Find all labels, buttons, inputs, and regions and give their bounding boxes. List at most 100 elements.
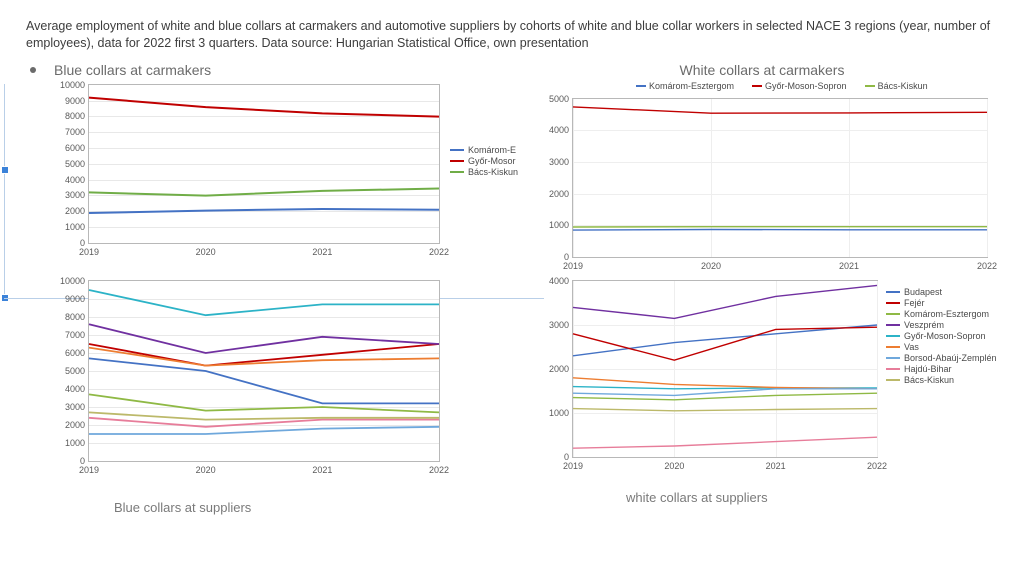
chart-white-carmakers: 0100020003000400050002019202020212022 Kom… — [546, 80, 1006, 270]
legend-item: Borsod-Abaúj-Zemplén — [886, 353, 997, 363]
series-line — [89, 347, 439, 365]
legend-label: Budapest — [904, 287, 942, 297]
legend-swatch — [636, 85, 646, 87]
y-tick-label: 10000 — [60, 276, 85, 286]
y-tick-label: 3000 — [65, 402, 85, 412]
y-tick-label: 2000 — [549, 364, 569, 374]
legend-label: Fejér — [904, 298, 925, 308]
legend-swatch — [450, 171, 464, 173]
series-line — [573, 437, 877, 448]
plot-area: 0100020003000400050006000700080009000100… — [88, 280, 440, 462]
series-line — [573, 107, 987, 113]
legend-swatch — [752, 85, 762, 87]
legend: BudapestFejérKomárom-EsztergomVeszprémGy… — [886, 286, 997, 386]
plot-area: 0100020003000400050002019202020212022 — [572, 98, 988, 258]
series-svg — [573, 281, 877, 457]
series-line — [89, 358, 439, 403]
y-tick-label: 2000 — [65, 420, 85, 430]
series-line — [89, 427, 439, 434]
legend-label: Győr-Moson-Sopron — [904, 331, 986, 341]
legend-label: Komárom-Esztergom — [649, 81, 734, 91]
legend-item: Fejér — [886, 298, 997, 308]
x-tick-label: 2021 — [839, 261, 859, 271]
x-tick-label: 2021 — [766, 461, 786, 471]
legend-swatch — [886, 379, 900, 381]
slide: Average employment of white and blue col… — [0, 0, 1024, 576]
y-tick-label: 3000 — [549, 157, 569, 167]
x-tick-label: 2019 — [563, 461, 583, 471]
y-tick-label: 4000 — [549, 276, 569, 286]
y-tick-label: 4000 — [65, 384, 85, 394]
subtitle-right: White collars at carmakers — [680, 62, 845, 78]
x-tick-label: 2020 — [196, 247, 216, 257]
legend-item: Veszprém — [886, 320, 997, 330]
x-tick-label: 2019 — [79, 465, 99, 475]
legend-label: Komárom-E — [468, 145, 516, 155]
y-tick-label: 6000 — [65, 348, 85, 358]
caption-white-suppliers: white collars at suppliers — [626, 490, 768, 505]
x-tick-label: 2019 — [79, 247, 99, 257]
subtitle-row: Blue collars at carmakers White collars … — [26, 62, 998, 78]
y-tick-label: 10000 — [60, 80, 85, 90]
y-tick-label: 5000 — [549, 94, 569, 104]
legend-label: Bács-Kiskun — [878, 81, 928, 91]
x-tick-label: 2022 — [977, 261, 997, 271]
series-line — [573, 327, 877, 360]
legend-label: Bács-Kiskun — [468, 167, 518, 177]
legend-swatch — [886, 335, 900, 337]
series-svg — [573, 99, 987, 257]
legend-swatch — [886, 313, 900, 315]
y-tick-label: 7000 — [65, 127, 85, 137]
subtitle-left: Blue collars at carmakers — [54, 62, 211, 78]
editor-handle[interactable] — [1, 166, 9, 174]
y-tick-label: 5000 — [65, 366, 85, 376]
legend-item: Bács-Kiskun — [450, 167, 518, 177]
series-line — [89, 290, 439, 315]
legend-label: Hajdú-Bihar — [904, 364, 952, 374]
legend-swatch — [886, 302, 900, 304]
caption-blue-suppliers: Blue collars at suppliers — [114, 500, 251, 515]
legend: Komárom-Esztergom Győr-Moson-Sopron Bács-K… — [636, 80, 928, 92]
y-tick-label: 6000 — [65, 143, 85, 153]
legend-swatch — [886, 346, 900, 348]
x-tick-label: 2021 — [312, 465, 332, 475]
series-svg — [89, 85, 439, 243]
legend-label: Győr-Moson-Sopron — [765, 81, 847, 91]
legend-swatch — [886, 357, 900, 359]
legend-swatch — [886, 368, 900, 370]
y-tick-label: 9000 — [65, 96, 85, 106]
legend-item: Vas — [886, 342, 997, 352]
series-line — [89, 97, 439, 116]
legend-item: Komárom-E — [450, 145, 518, 155]
legend-item: Hajdú-Bihar — [886, 364, 997, 374]
x-tick-label: 2020 — [196, 465, 216, 475]
x-tick-label: 2020 — [701, 261, 721, 271]
chart-blue-carmakers: 0100020003000400050006000700080009000100… — [26, 80, 506, 270]
y-tick-label: 8000 — [65, 111, 85, 121]
plot-area: 010002000300040002019202020212022 — [572, 280, 878, 458]
legend-swatch — [865, 85, 875, 87]
y-tick-label: 9000 — [65, 294, 85, 304]
legend-item: Győr-Moson-Sopron — [886, 331, 997, 341]
gridline-v — [877, 281, 878, 457]
series-line — [573, 229, 987, 230]
x-tick-label: 2022 — [867, 461, 887, 471]
series-line — [89, 188, 439, 195]
x-tick-label: 2019 — [563, 261, 583, 271]
plot-area: 0100020003000400050006000700080009000100… — [88, 84, 440, 244]
y-tick-label: 2000 — [65, 206, 85, 216]
legend-label: Borsod-Abaúj-Zemplén — [904, 353, 997, 363]
legend-label: Veszprém — [904, 320, 944, 330]
y-tick-label: 3000 — [65, 190, 85, 200]
legend: Komárom-EGyőr-MosorBács-Kiskun — [450, 144, 518, 178]
legend-label: Győr-Mosor — [468, 156, 516, 166]
legend-swatch — [886, 291, 900, 293]
y-tick-label: 8000 — [65, 312, 85, 322]
page-title: Average employment of white and blue col… — [26, 18, 998, 52]
y-tick-label: 3000 — [549, 320, 569, 330]
y-tick-label: 2000 — [549, 189, 569, 199]
x-tick-label: 2021 — [312, 247, 332, 257]
bullet-icon — [30, 67, 36, 73]
y-tick-label: 1000 — [549, 220, 569, 230]
y-tick-label: 7000 — [65, 330, 85, 340]
